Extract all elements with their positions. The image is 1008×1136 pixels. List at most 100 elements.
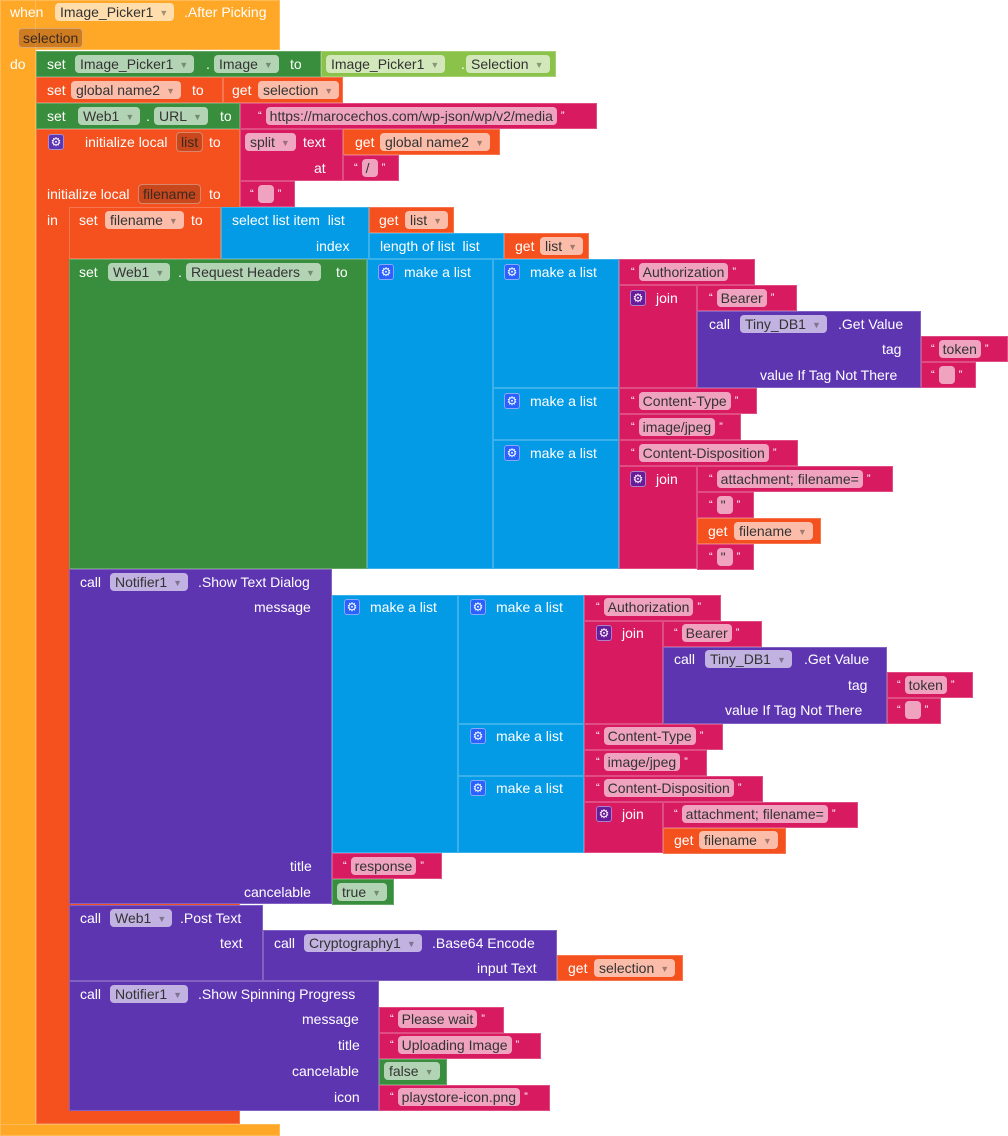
component-dropdown[interactable]: Cryptography1 ▼ xyxy=(304,934,422,952)
variable-dropdown[interactable]: selection ▼ xyxy=(258,81,340,99)
component-dropdown[interactable]: Image_Picker1 ▼ xyxy=(326,55,446,73)
text-field[interactable]: “Content-Type” xyxy=(627,392,742,410)
empty-text-field[interactable]: “” xyxy=(246,185,285,203)
text-field[interactable]: “Bearer” xyxy=(670,624,743,642)
text-field[interactable]: “"” xyxy=(705,548,744,566)
text-field[interactable]: “Content-Disposition” xyxy=(627,444,781,462)
text-value[interactable]: " xyxy=(716,548,733,566)
event-block-footer[interactable] xyxy=(0,1124,280,1136)
text-field[interactable]: “Bearer” xyxy=(705,289,778,307)
text-field[interactable]: “” xyxy=(893,701,932,719)
text-value[interactable]: https://marocechos.com/wp-json/wp/v2/med… xyxy=(265,107,557,125)
mutator-gear-icon[interactable]: ⚙ xyxy=(504,393,520,409)
mutator-gear-icon[interactable]: ⚙ xyxy=(504,445,520,461)
variable-dropdown[interactable]: filename ▼ xyxy=(699,831,778,849)
local-name-filename[interactable]: filename xyxy=(138,184,201,204)
text-value[interactable] xyxy=(938,366,955,384)
boolean-dropdown[interactable]: false ▼ xyxy=(384,1062,440,1080)
mutator-gear-icon[interactable]: ⚙ xyxy=(48,134,64,150)
separator-text-field[interactable]: “/” xyxy=(350,159,389,177)
text-field[interactable]: “playstore-icon.png” xyxy=(386,1088,532,1106)
text-field[interactable]: “image/jpeg” xyxy=(627,418,727,436)
property-dropdown[interactable]: Selection ▼ xyxy=(466,55,550,73)
show-text-dialog-block[interactable] xyxy=(69,569,332,904)
text-value[interactable]: Authorization xyxy=(638,263,729,281)
component-dropdown[interactable]: Tiny_DB1 ▼ xyxy=(705,650,792,668)
variable-dropdown[interactable]: global name2 ▼ xyxy=(71,81,181,99)
text-field[interactable]: “” xyxy=(927,366,966,384)
text-value[interactable]: playstore-icon.png xyxy=(397,1088,521,1106)
text-field[interactable]: “Authorization” xyxy=(592,598,705,616)
text-field[interactable]: “attachment; filename=” xyxy=(670,805,839,823)
dialog-make-list-outer[interactable] xyxy=(332,595,458,853)
make-list-outer[interactable] xyxy=(367,259,493,569)
text-field[interactable]: “response” xyxy=(339,857,428,875)
make-list-disposition[interactable] xyxy=(493,440,619,569)
local-name-list[interactable]: list xyxy=(176,132,204,152)
variable-dropdown[interactable]: selection ▼ xyxy=(594,959,676,977)
text-field[interactable]: “Authorization” xyxy=(627,263,740,281)
mutator-gear-icon[interactable]: ⚙ xyxy=(596,625,612,641)
text-value[interactable]: Content-Type xyxy=(638,392,731,410)
text-value[interactable] xyxy=(257,185,274,203)
component-dropdown[interactable]: Web1 ▼ xyxy=(110,909,173,927)
variable-dropdown[interactable]: filename ▼ xyxy=(105,211,184,229)
component-dropdown[interactable]: Notifier1 ▼ xyxy=(110,573,189,591)
text-field[interactable]: “token” xyxy=(927,340,993,358)
text-value[interactable]: Bearer xyxy=(681,624,732,642)
set-request-headers-block[interactable] xyxy=(69,259,367,569)
variable-dropdown[interactable]: list ▼ xyxy=(405,211,449,229)
text-value[interactable]: attachment; filename= xyxy=(681,805,828,823)
component-dropdown[interactable]: Web1 ▼ xyxy=(108,263,171,281)
text-field[interactable]: “image/jpeg” xyxy=(592,753,692,771)
text-field[interactable]: “Uploading Image” xyxy=(386,1036,523,1054)
component-dropdown[interactable]: Image_Picker1 ▼ xyxy=(55,3,175,21)
text-value[interactable]: token xyxy=(904,676,947,694)
variable-dropdown[interactable]: list ▼ xyxy=(540,237,584,255)
split-dropdown[interactable]: split ▼ xyxy=(245,133,296,151)
mutator-gear-icon[interactable]: ⚙ xyxy=(630,290,646,306)
text-value[interactable]: image/jpeg xyxy=(638,418,716,436)
param-selection[interactable]: selection xyxy=(18,28,84,48)
component-dropdown[interactable]: Image_Picker1 ▼ xyxy=(75,55,195,73)
dialog-make-list-auth[interactable] xyxy=(458,595,584,724)
text-field[interactable]: “token” xyxy=(893,676,959,694)
text-field[interactable]: “Content-Type” xyxy=(592,727,707,745)
mutator-gear-icon[interactable]: ⚙ xyxy=(596,806,612,822)
mutator-gear-icon[interactable]: ⚙ xyxy=(470,728,486,744)
text-value[interactable] xyxy=(904,701,921,719)
mutator-gear-icon[interactable]: ⚙ xyxy=(630,471,646,487)
mutator-gear-icon[interactable]: ⚙ xyxy=(470,780,486,796)
text-value[interactable]: response xyxy=(350,857,417,875)
mutator-gear-icon[interactable]: ⚙ xyxy=(470,599,486,615)
text-value[interactable]: Content-Type xyxy=(603,727,696,745)
variable-dropdown[interactable]: global name2 ▼ xyxy=(380,133,490,151)
text-value[interactable]: " xyxy=(716,496,733,514)
mutator-gear-icon[interactable]: ⚙ xyxy=(504,264,520,280)
select-list-item-block[interactable] xyxy=(221,207,369,259)
text-field[interactable]: “attachment; filename=” xyxy=(705,470,874,488)
url-text-field[interactable]: “https://marocechos.com/wp-json/wp/v2/me… xyxy=(254,107,569,125)
length-of-list-block[interactable] xyxy=(369,233,504,259)
make-list-auth[interactable] xyxy=(493,259,619,388)
component-dropdown[interactable]: Notifier1 ▼ xyxy=(110,985,189,1003)
text-value[interactable]: image/jpeg xyxy=(603,753,681,771)
text-field[interactable]: “Please wait” xyxy=(386,1010,489,1028)
property-dropdown[interactable]: URL ▼ xyxy=(154,107,208,125)
text-value[interactable]: token xyxy=(938,340,981,358)
text-value[interactable]: Content-Disposition xyxy=(603,779,734,797)
text-value[interactable]: Bearer xyxy=(716,289,767,307)
property-dropdown[interactable]: Image ▼ xyxy=(214,55,279,73)
text-value[interactable]: Please wait xyxy=(397,1010,478,1028)
property-dropdown[interactable]: Request Headers ▼ xyxy=(186,263,321,281)
text-value[interactable]: attachment; filename= xyxy=(716,470,863,488)
mutator-gear-icon[interactable]: ⚙ xyxy=(378,264,394,280)
event-block-body[interactable] xyxy=(0,0,36,1136)
text-field[interactable]: “"” xyxy=(705,496,744,514)
text-value[interactable]: Uploading Image xyxy=(397,1036,512,1054)
text-value[interactable]: Content-Disposition xyxy=(638,444,769,462)
text-value[interactable]: Authorization xyxy=(603,598,694,616)
boolean-dropdown[interactable]: true ▼ xyxy=(337,883,388,901)
mutator-gear-icon[interactable]: ⚙ xyxy=(344,599,360,615)
